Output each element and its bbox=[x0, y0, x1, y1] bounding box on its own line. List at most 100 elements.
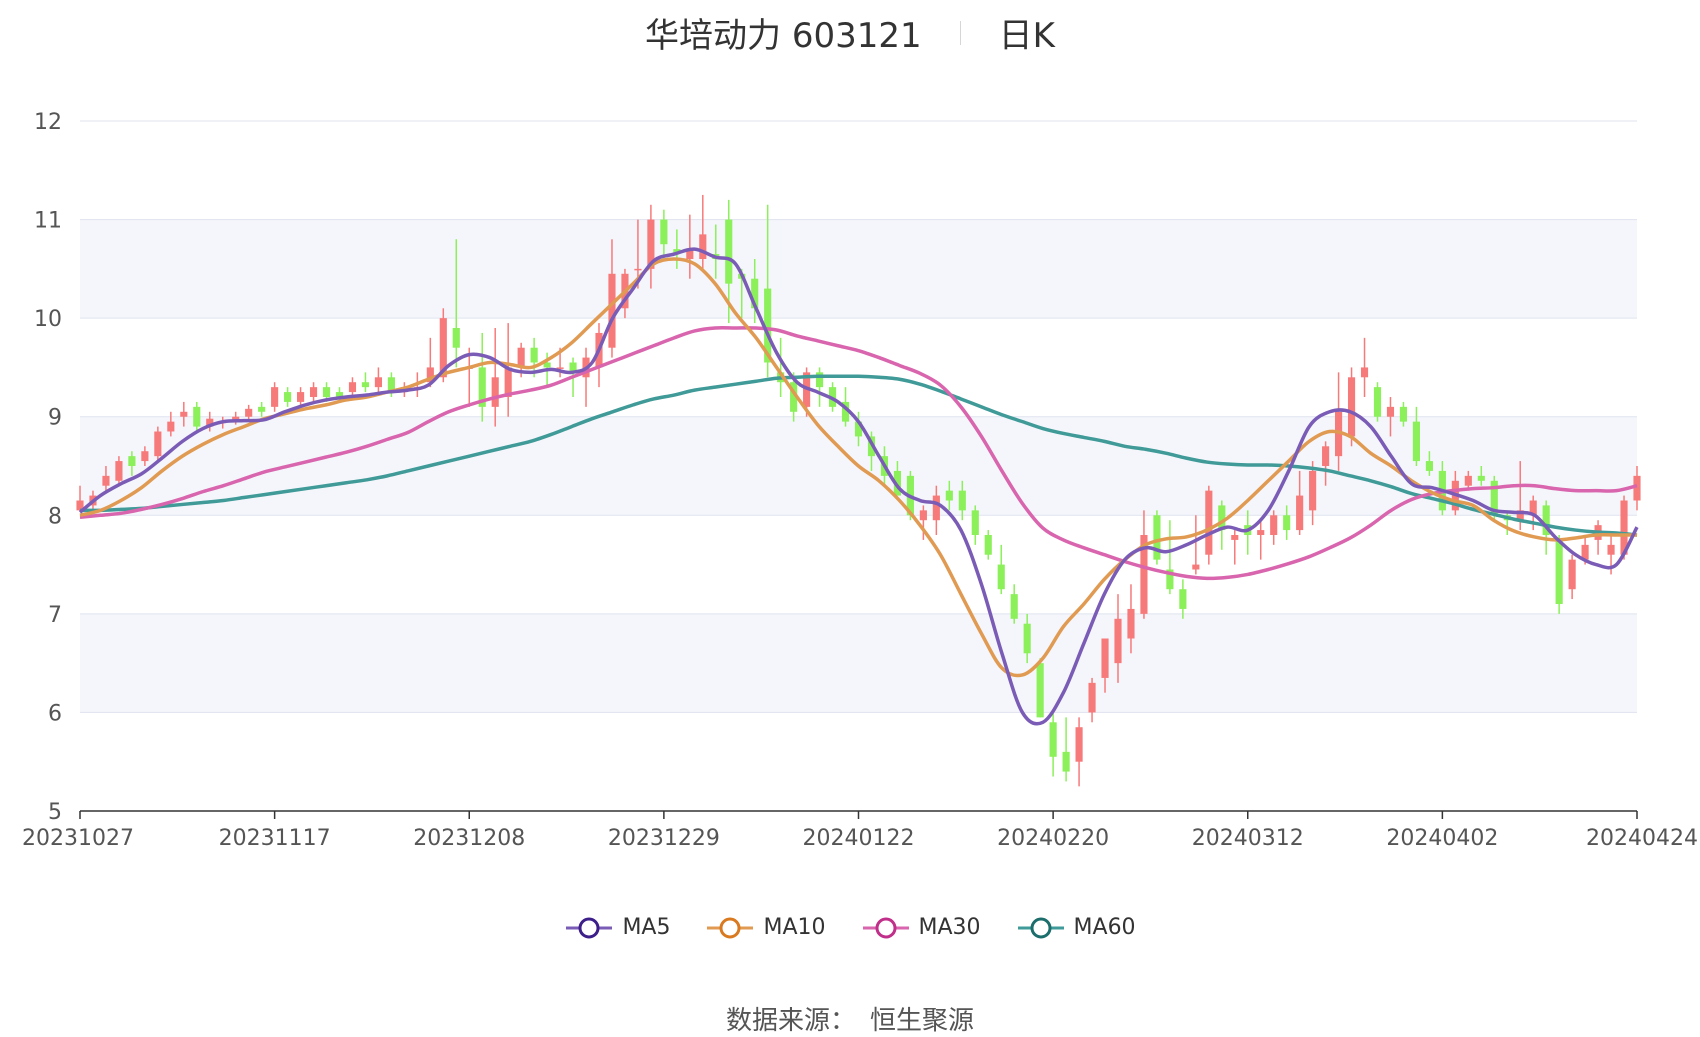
candle-body bbox=[348, 382, 357, 393]
candle-body bbox=[491, 377, 499, 407]
candle-body bbox=[1075, 727, 1083, 762]
candle-body bbox=[1529, 500, 1537, 516]
candle-body bbox=[1231, 535, 1239, 540]
candle-body bbox=[1360, 367, 1369, 378]
data-source: 数据来源： 恒生聚源 bbox=[0, 1000, 1700, 1037]
candle-body bbox=[854, 421, 863, 437]
candle-body bbox=[1062, 751, 1070, 772]
candle-body bbox=[322, 387, 331, 397]
candle-body bbox=[1192, 564, 1200, 570]
legend-item-ma60[interactable]: MA60 bbox=[1016, 915, 1136, 940]
candle-body bbox=[1490, 480, 1498, 516]
candle-body bbox=[1140, 535, 1148, 614]
ma-line-ma30 bbox=[79, 326, 1638, 581]
candle-body bbox=[1257, 530, 1265, 535]
candle-body bbox=[958, 490, 966, 511]
candle-body bbox=[206, 418, 214, 427]
legend-item-ma30[interactable]: MA30 bbox=[861, 915, 981, 940]
candle-body bbox=[543, 362, 551, 368]
candle-body bbox=[530, 347, 538, 363]
x-tick-label: 20231117 bbox=[219, 826, 331, 851]
candle-body bbox=[1322, 446, 1330, 466]
candle-body bbox=[297, 392, 305, 402]
candle-body bbox=[608, 273, 616, 348]
y-tick-label: 11 bbox=[34, 209, 62, 234]
candle-body bbox=[1607, 544, 1615, 555]
candle-body bbox=[180, 411, 188, 417]
candle-body bbox=[1101, 638, 1109, 678]
candle-body bbox=[1386, 406, 1395, 417]
candle-body bbox=[361, 382, 370, 388]
x-tick-label: 20231229 bbox=[608, 826, 720, 851]
candle-body bbox=[932, 495, 940, 521]
candle-body bbox=[115, 461, 123, 481]
candle-body bbox=[1620, 500, 1628, 555]
candle-body bbox=[452, 328, 460, 348]
candle-body bbox=[841, 401, 850, 422]
candle-body bbox=[504, 367, 512, 397]
candle-body bbox=[1179, 589, 1187, 609]
candle-body bbox=[647, 219, 655, 269]
ma-line-ma5 bbox=[78, 247, 1639, 726]
candle-body bbox=[374, 377, 382, 388]
candle-body bbox=[1464, 475, 1472, 486]
candle-body bbox=[1347, 377, 1356, 437]
y-tick-label: 12 bbox=[34, 110, 62, 135]
candle-body bbox=[1296, 495, 1304, 531]
candle-body bbox=[660, 219, 668, 245]
legend-label: MA30 bbox=[918, 915, 981, 940]
stock-name-code: 华培动力 603121 bbox=[645, 16, 922, 56]
candle-body bbox=[102, 475, 110, 486]
candle-body bbox=[1153, 515, 1161, 560]
candle-body bbox=[790, 382, 798, 412]
candle-body bbox=[945, 490, 953, 501]
candle-body bbox=[1283, 515, 1291, 531]
ma10-legend-icon bbox=[707, 917, 754, 938]
candle-body bbox=[1309, 470, 1317, 511]
candle-body bbox=[1581, 544, 1589, 560]
candle-body bbox=[1205, 490, 1213, 555]
candle-body bbox=[1270, 515, 1278, 535]
x-tick-label: 20240220 bbox=[997, 826, 1109, 851]
legend-label: MA60 bbox=[1073, 915, 1136, 940]
candle-body bbox=[816, 372, 824, 388]
candle-body bbox=[634, 268, 642, 271]
candle-body bbox=[1568, 559, 1576, 590]
candle-body bbox=[478, 367, 486, 407]
legend: MA5 MA10 MA30 MA60 bbox=[0, 915, 1700, 946]
candle-body bbox=[1218, 505, 1226, 531]
chart-title: 华培动力 603121 日K bbox=[0, 8, 1700, 57]
legend-item-ma10[interactable]: MA10 bbox=[705, 915, 826, 940]
candle-body bbox=[1633, 475, 1641, 501]
candle-body bbox=[725, 219, 733, 284]
ma30-legend-icon bbox=[862, 917, 909, 938]
candle-body bbox=[1425, 461, 1433, 471]
candle-body bbox=[1088, 682, 1096, 713]
candle-body bbox=[1516, 510, 1524, 521]
candle-body bbox=[76, 500, 84, 511]
candle-body bbox=[1049, 722, 1057, 757]
title-separator bbox=[959, 20, 961, 45]
legend-item-ma5[interactable]: MA5 bbox=[564, 915, 670, 940]
y-tick-label: 8 bbox=[48, 504, 62, 529]
ma5-legend-icon bbox=[566, 917, 613, 938]
candle-body bbox=[167, 421, 175, 432]
candle-body bbox=[1023, 623, 1031, 654]
candle-body bbox=[1127, 608, 1135, 639]
x-tick-label: 20240312 bbox=[1192, 826, 1304, 851]
candle-body bbox=[984, 535, 992, 555]
candle-body bbox=[556, 367, 564, 369]
candle-body bbox=[284, 392, 292, 402]
grid-band bbox=[80, 219, 1637, 319]
candle-body bbox=[699, 234, 707, 259]
source-label: 数据来源： bbox=[725, 1006, 856, 1036]
candle-body bbox=[1477, 475, 1485, 481]
candle-body bbox=[154, 431, 162, 457]
kline-chart: 5 6 7 8 9 10 11 12 20231027 20231117 20231208 20231… bbox=[22, 110, 1698, 851]
ma-line-ma60 bbox=[79, 374, 1638, 537]
candle-body bbox=[232, 416, 240, 421]
candle-body bbox=[1555, 539, 1563, 604]
ma60-legend-icon bbox=[1017, 917, 1064, 938]
grid-band bbox=[80, 613, 1637, 713]
candle-body bbox=[271, 387, 279, 407]
